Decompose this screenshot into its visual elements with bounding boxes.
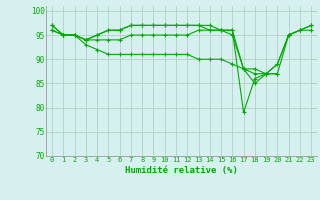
X-axis label: Humidité relative (%): Humidité relative (%) (125, 166, 238, 175)
